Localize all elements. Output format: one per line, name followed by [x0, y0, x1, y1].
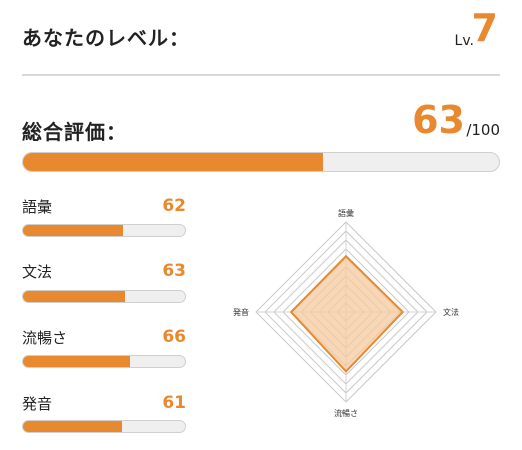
skill-fill-pronunciation [23, 421, 122, 432]
skill-fill-grammar [23, 291, 126, 302]
skill-label-pronunciation: 発音 [22, 395, 53, 413]
overall-max: /100 [466, 121, 500, 139]
skill-value-vocabulary: 62 [162, 196, 186, 216]
skill-bar-pronunciation [22, 420, 186, 433]
radar-axis-label-vocabulary: 語彙 [338, 208, 354, 218]
skill-label-vocabulary: 語彙 [22, 198, 53, 216]
overall-progress-bar [22, 152, 500, 172]
radar-axis-label-grammar: 文法 [443, 307, 459, 317]
radar-data-polygon [289, 254, 405, 373]
skill-fill-fluency [23, 356, 130, 367]
overall-label: 総合評価： [22, 120, 127, 144]
skill-label-fluency: 流暢さ [22, 329, 68, 347]
level-value: 7 [471, 6, 498, 50]
skill-value-grammar: 63 [162, 261, 186, 281]
level-label: あなたのレベル： [22, 26, 190, 50]
skill-bar-grammar [22, 290, 186, 303]
level-prefix: Lv. [454, 33, 474, 49]
skills-radar-chart: 語彙 文法 流暢さ 発音 [233, 208, 459, 418]
skill-bar-vocabulary [22, 224, 186, 237]
radar-axis-label-fluency: 流暢さ [334, 408, 358, 418]
overall-score: 63 [412, 98, 465, 142]
overall-progress-fill [23, 153, 323, 171]
radar-axis-label-pronunciation: 発音 [233, 307, 249, 317]
skill-value-pronunciation: 61 [162, 393, 186, 413]
skill-bar-fluency [22, 355, 186, 368]
skill-value-fluency: 66 [162, 327, 186, 347]
divider [22, 74, 500, 76]
skill-fill-vocabulary [23, 225, 124, 236]
skill-label-grammar: 文法 [22, 263, 53, 281]
